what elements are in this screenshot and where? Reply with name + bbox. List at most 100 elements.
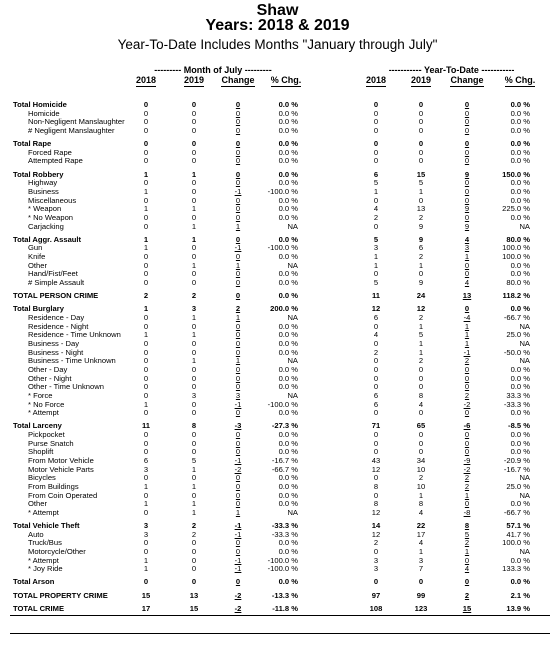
ytd-2019-cell: 9 bbox=[418, 278, 424, 287]
month-2019-cell: 0 bbox=[191, 555, 197, 565]
month-2018-cell: 0 bbox=[143, 408, 149, 418]
ytd-change-cell: -2 bbox=[463, 399, 471, 409]
ytd-2018-cell: 43 bbox=[371, 455, 381, 465]
ytd-change-cell: 1 bbox=[464, 339, 470, 348]
month-2019-cell: 0 bbox=[191, 139, 197, 149]
table-total-row: TOTAL PROPERTY CRIME 15 13 -2 -13.3 % 97 99 2 2.… bbox=[0, 591, 555, 600]
ytd-col-pct: % Chg. bbox=[504, 75, 536, 87]
row-label: Miscellaneous bbox=[28, 195, 77, 205]
ytd-2018-cell: 2 bbox=[373, 538, 379, 548]
month-2018-cell: 1 bbox=[143, 481, 149, 491]
ytd-2019-cell: 8 bbox=[418, 390, 424, 400]
table-row: # Negligent Manslaughter 0 0 0 0.0 % 0 0 0 0.0 % bbox=[0, 126, 555, 135]
ytd-change-cell: 3 bbox=[464, 243, 470, 253]
month-2019-cell: 1 bbox=[191, 507, 197, 517]
ytd-change-cell: -2 bbox=[463, 464, 471, 474]
ytd-change-cell: 4 bbox=[464, 234, 470, 244]
row-label: Pickpocket bbox=[28, 430, 65, 439]
month-pct-cell: 0.0 % bbox=[278, 546, 298, 556]
month-2019-cell: 0 bbox=[191, 373, 197, 383]
ytd-change-cell: 0 bbox=[464, 178, 470, 188]
ytd-pct-cell: 0.0 % bbox=[510, 373, 530, 383]
row-label: Shoplift bbox=[28, 447, 54, 457]
month-2019-cell: 0 bbox=[191, 100, 197, 109]
ytd-change-cell: -4 bbox=[463, 313, 471, 323]
ytd-pct-cell: 0.0 % bbox=[510, 178, 530, 188]
month-pct-cell: 0.0 % bbox=[278, 330, 298, 340]
row-label: Knife bbox=[28, 252, 46, 261]
ytd-2018-cell: 0 bbox=[373, 577, 379, 587]
ytd-2019-cell: 99 bbox=[416, 590, 426, 600]
month-change-cell: 0 bbox=[235, 546, 241, 556]
ytd-pct-cell: NA bbox=[519, 339, 530, 348]
month-2019-cell: 0 bbox=[191, 117, 197, 127]
ytd-change-cell: 0 bbox=[464, 117, 470, 127]
ytd-2019-cell: 0 bbox=[418, 447, 424, 457]
ytd-2019-cell: 10 bbox=[416, 481, 426, 491]
month-2019-cell: 2 bbox=[191, 521, 197, 530]
ytd-2018-cell: 0 bbox=[373, 321, 379, 331]
month-pct-cell: 0.0 % bbox=[278, 481, 298, 491]
month-pct-cell: 0.0 % bbox=[278, 252, 298, 261]
month-change-cell: 0 bbox=[235, 278, 241, 287]
ytd-change-cell: 4 bbox=[464, 564, 470, 574]
month-2019-cell: 0 bbox=[191, 546, 197, 556]
month-change-cell: -3 bbox=[234, 421, 242, 431]
ytd-change-cell: 1 bbox=[464, 252, 470, 261]
month-pct-cell: 0.0 % bbox=[278, 195, 298, 205]
month-2018-cell: 0 bbox=[143, 339, 149, 348]
ytd-change-cell: 0 bbox=[464, 373, 470, 383]
ytd-2018-cell: 0 bbox=[373, 221, 379, 231]
month-2018-cell: 0 bbox=[143, 125, 149, 135]
crime-total-rule bbox=[10, 633, 550, 634]
month-2018-cell: 0 bbox=[143, 546, 149, 556]
table-row: Other - Night 0 0 0 0.0 % 0 0 0 0.0 % bbox=[0, 374, 555, 383]
month-2019-cell: 0 bbox=[191, 490, 197, 500]
month-2018-cell: 0 bbox=[143, 221, 149, 231]
month-2018-cell: 2 bbox=[143, 291, 149, 301]
row-label: From Motor Vehicle bbox=[28, 455, 94, 465]
table-row: From Coin Operated 0 0 0 0.0 % 0 1 1 NA bbox=[0, 491, 555, 500]
row-label: * Attempt bbox=[28, 507, 59, 517]
table-row: Residence - Night 0 0 0 0.0 % 0 1 1 NA bbox=[0, 322, 555, 331]
ytd-pct-cell: 13.9 % bbox=[506, 603, 530, 613]
ytd-2018-cell: 5 bbox=[373, 278, 379, 287]
month-2018-cell: 0 bbox=[143, 356, 149, 366]
ytd-change-cell: -9 bbox=[463, 455, 471, 465]
month-2019-cell: 0 bbox=[191, 577, 197, 587]
month-pct-cell: 0.0 % bbox=[278, 108, 298, 118]
month-2018-cell: 11 bbox=[141, 421, 151, 431]
ytd-2019-cell: 2 bbox=[418, 473, 424, 483]
month-2019-cell: 0 bbox=[191, 347, 197, 357]
table-row: Other - Day 0 0 0 0.0 % 0 0 0 0.0 % bbox=[0, 365, 555, 374]
table-total-row: Total Aggr. Assault 1 1 0 0.0 % 5 9 4 80.0 % bbox=[0, 235, 555, 244]
ytd-2018-cell: 5 bbox=[373, 178, 379, 188]
table-row: Hand/Fist/Feet 0 0 0 0.0 % 0 0 0 0.0 % bbox=[0, 269, 555, 278]
row-label: Other - Night bbox=[28, 373, 72, 383]
month-pct-cell: 0.0 % bbox=[278, 499, 298, 509]
row-label: Non-Negligent Manslaughter bbox=[28, 117, 125, 127]
ytd-pct-cell: -20.9 % bbox=[503, 455, 530, 465]
month-2018-cell: 0 bbox=[143, 373, 149, 383]
table-row: * Attempt 0 0 0 0.0 % 0 0 0 0.0 % bbox=[0, 408, 555, 417]
month-pct-cell: 0.0 % bbox=[278, 178, 298, 188]
ytd-pct-cell: NA bbox=[519, 490, 530, 500]
table-total-row: TOTAL CRIME 17 15 -2 -11.8 % 108 123 15 13.9 % bbox=[0, 604, 555, 613]
row-label: Total Rape bbox=[13, 139, 52, 149]
month-change-cell: 0 bbox=[235, 252, 241, 261]
row-label: Residence - Night bbox=[28, 321, 89, 331]
month-2019-cell: 0 bbox=[191, 156, 197, 166]
row-label: Gun bbox=[28, 243, 43, 253]
month-pct-cell: -16.7 % bbox=[271, 455, 298, 465]
ytd-2018-cell: 6 bbox=[373, 390, 379, 400]
month-change-cell: 0 bbox=[235, 100, 241, 109]
month-change-cell: -2 bbox=[234, 590, 242, 600]
table-row: # Simple Assault 0 0 0 0.0 % 5 9 4 80.0 % bbox=[0, 278, 555, 287]
ytd-change-cell: 0 bbox=[464, 260, 470, 270]
report-subtitle: Year-To-Date Includes Months "January th… bbox=[117, 37, 438, 52]
ytd-change-cell: 0 bbox=[464, 108, 470, 118]
month-pct-cell: 0.0 % bbox=[278, 117, 298, 127]
month-2019-cell: 0 bbox=[191, 408, 197, 418]
ytd-change-cell: -6 bbox=[463, 421, 471, 431]
